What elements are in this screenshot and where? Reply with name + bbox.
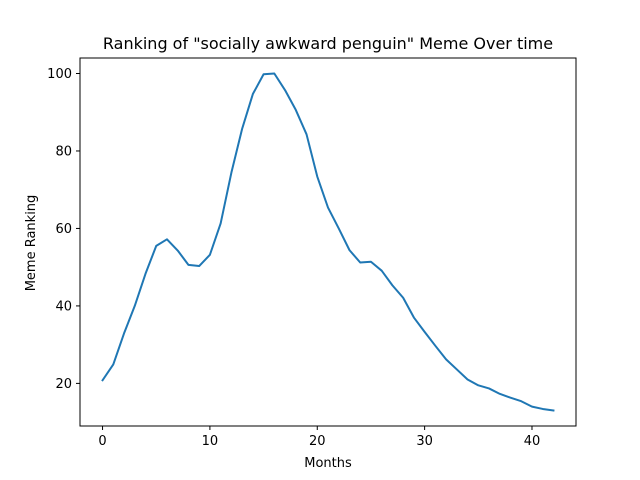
x-axis-ticks: 0 10 20 30 40 (98, 426, 540, 449)
y-axis-label: Meme Ranking (24, 195, 39, 292)
axes-frame (79, 57, 577, 427)
y-axis-ticks: 20 40 60 80 100 (47, 67, 80, 392)
x-tick-label: 0 (98, 434, 106, 449)
series-line-0 (101, 72, 555, 412)
x-tick-label: 20 (309, 434, 326, 449)
y-tick-label: 20 (55, 377, 72, 392)
y-tick-label: 80 (55, 144, 72, 159)
chart-title: Ranking of "socially awkward penguin" Me… (103, 34, 553, 53)
x-axis-label: Months (304, 456, 352, 471)
y-tick-label: 100 (47, 67, 72, 82)
x-tick-label: 30 (416, 434, 433, 449)
plot-area (101, 72, 555, 412)
x-tick-label: 40 (524, 434, 541, 449)
y-tick-label: 60 (55, 222, 72, 237)
y-tick-label: 40 (55, 299, 72, 314)
x-tick-label: 10 (202, 434, 219, 449)
